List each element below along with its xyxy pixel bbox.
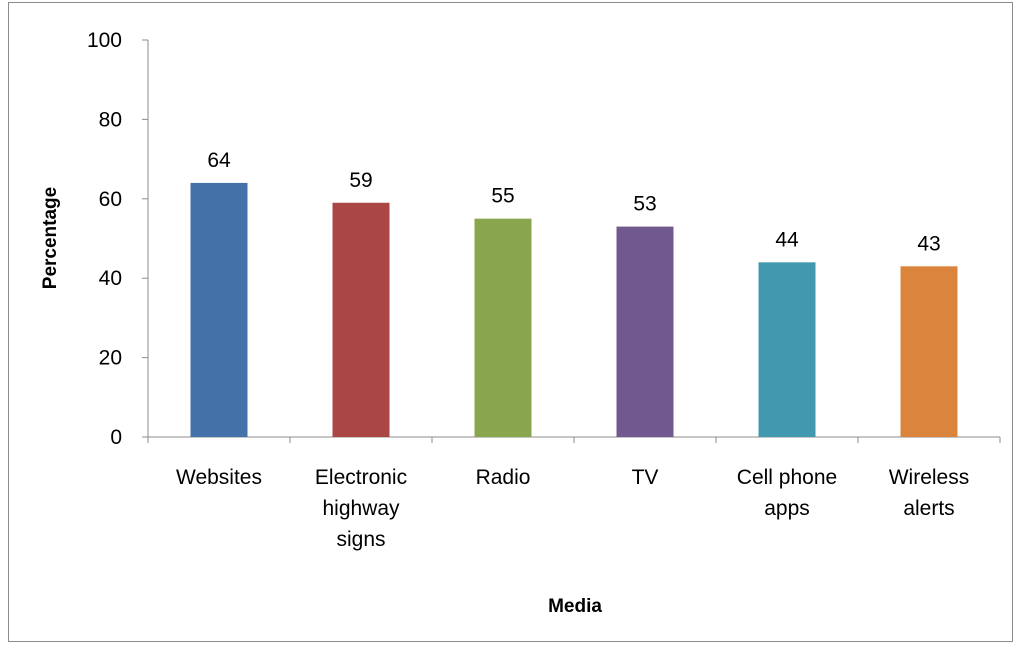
bar xyxy=(190,182,248,437)
category-label: Radio xyxy=(476,466,531,489)
bar xyxy=(900,266,958,437)
data-label: 43 xyxy=(917,232,940,255)
y-tick-label: 60 xyxy=(99,188,122,211)
category-label: TV xyxy=(632,466,659,489)
data-label: 55 xyxy=(491,185,514,208)
y-axis: 0 20 40 60 80 100 xyxy=(87,29,149,449)
y-tick-label: 100 xyxy=(87,29,122,52)
bar xyxy=(758,262,816,437)
bars xyxy=(190,182,958,437)
category-labels: Websites Electronic highway signs Radio TV Cel… xyxy=(176,466,969,551)
bar xyxy=(474,218,532,437)
y-axis-title: Percentage xyxy=(40,187,61,289)
data-label: 64 xyxy=(207,149,231,172)
data-labels: 64 59 55 53 44 43 xyxy=(207,149,940,255)
y-tick-label: 0 xyxy=(110,426,122,449)
y-tick-label: 20 xyxy=(99,347,122,370)
bar xyxy=(616,226,674,437)
data-label: 59 xyxy=(349,169,372,192)
data-label: 53 xyxy=(633,193,656,216)
category-label: Websites xyxy=(176,466,262,489)
x-axis xyxy=(147,436,1001,443)
y-tick-label: 80 xyxy=(99,108,122,131)
y-tick-label: 40 xyxy=(99,267,122,290)
data-label: 44 xyxy=(775,228,799,251)
category-label: Cell phone apps xyxy=(737,466,837,520)
x-axis-title: Media xyxy=(548,596,602,617)
category-label: Electronic highway signs xyxy=(315,466,407,551)
bar xyxy=(332,202,390,437)
category-label: Wireless alerts xyxy=(889,466,970,520)
